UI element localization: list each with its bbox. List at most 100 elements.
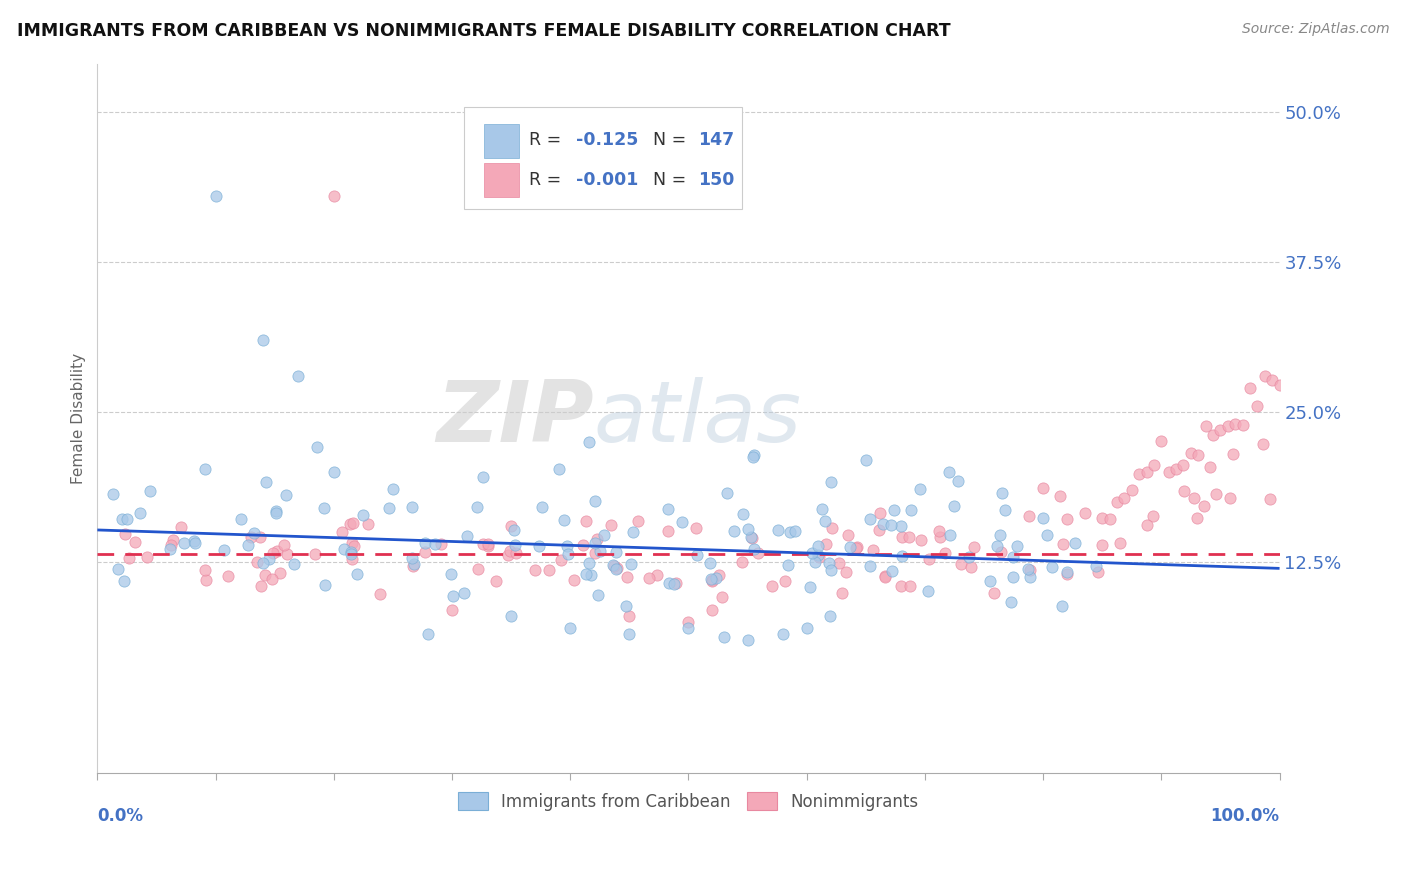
Legend: Immigrants from Caribbean, Nonimmigrants: Immigrants from Caribbean, Nonimmigrants	[451, 786, 925, 817]
Point	[370, 587, 392, 601]
Point	[264, 504, 287, 518]
Point	[1184, 491, 1206, 505]
Point	[671, 515, 693, 529]
Point	[1268, 377, 1291, 392]
Point	[586, 533, 609, 547]
Point	[898, 531, 921, 545]
Point	[820, 475, 842, 489]
Point	[800, 546, 823, 560]
Point	[620, 557, 643, 571]
Text: N =: N =	[652, 170, 692, 188]
Text: R =: R =	[529, 131, 567, 149]
Point	[804, 555, 827, 569]
Point	[129, 506, 152, 520]
Point	[322, 466, 344, 480]
Point	[821, 521, 844, 535]
Point	[827, 556, 849, 570]
Point	[986, 540, 1008, 554]
Point	[1052, 537, 1074, 551]
Point	[250, 579, 273, 593]
Point	[503, 538, 526, 552]
Point	[401, 550, 423, 565]
Point	[238, 538, 260, 552]
Point	[990, 545, 1012, 559]
Point	[588, 588, 610, 602]
Point	[456, 529, 478, 543]
Point	[1032, 481, 1054, 495]
FancyBboxPatch shape	[484, 163, 519, 197]
Point	[257, 551, 280, 566]
Point	[979, 574, 1001, 588]
Point	[1108, 535, 1130, 549]
Point	[471, 537, 494, 551]
Point	[845, 540, 868, 554]
Point	[1142, 509, 1164, 524]
Point	[709, 567, 731, 582]
Point	[963, 540, 986, 554]
Point	[872, 516, 894, 531]
Text: R =: R =	[529, 170, 567, 188]
Point	[1001, 570, 1024, 584]
Point	[252, 556, 274, 570]
Point	[713, 630, 735, 644]
Point	[685, 521, 707, 535]
Point	[1036, 527, 1059, 541]
Point	[1232, 418, 1254, 433]
Point	[1173, 483, 1195, 498]
Point	[1143, 458, 1166, 473]
Point	[831, 586, 853, 600]
Point	[283, 557, 305, 571]
Point	[332, 542, 354, 557]
Point	[194, 461, 217, 475]
Point	[796, 622, 818, 636]
Point	[605, 544, 627, 558]
Point	[562, 573, 585, 587]
Point	[662, 577, 685, 591]
Point	[602, 558, 624, 572]
Point	[194, 563, 217, 577]
Point	[260, 573, 283, 587]
Point	[276, 547, 298, 561]
Point	[404, 558, 426, 572]
Point	[581, 568, 603, 582]
Point	[557, 547, 579, 561]
Point	[942, 499, 965, 513]
Point	[742, 542, 765, 557]
Point	[1198, 459, 1220, 474]
Point	[606, 561, 628, 575]
Point	[107, 562, 129, 576]
Point	[807, 548, 830, 562]
Point	[501, 609, 523, 624]
Point	[807, 549, 830, 564]
Point	[1258, 491, 1281, 506]
Point	[1246, 400, 1268, 414]
Point	[342, 552, 364, 566]
Point	[477, 537, 499, 551]
Point	[737, 633, 759, 648]
Point	[356, 517, 378, 532]
Point	[783, 524, 806, 539]
Point	[917, 584, 939, 599]
Text: Source: ZipAtlas.com: Source: ZipAtlas.com	[1241, 22, 1389, 37]
Point	[578, 434, 600, 449]
Point	[741, 531, 763, 545]
Point	[699, 556, 721, 570]
Point	[927, 524, 949, 538]
Point	[246, 555, 269, 569]
Point	[1114, 491, 1136, 506]
Point	[402, 559, 425, 574]
Point	[118, 550, 141, 565]
Point	[314, 500, 336, 515]
Point	[807, 539, 830, 553]
Point	[678, 615, 700, 630]
Point	[441, 590, 464, 604]
Point	[243, 526, 266, 541]
Point	[657, 576, 679, 591]
Point	[873, 569, 896, 583]
Point	[162, 533, 184, 547]
Point	[485, 574, 508, 588]
Point	[477, 539, 499, 553]
Point	[1164, 462, 1187, 476]
Point	[112, 574, 135, 588]
Point	[322, 189, 344, 203]
